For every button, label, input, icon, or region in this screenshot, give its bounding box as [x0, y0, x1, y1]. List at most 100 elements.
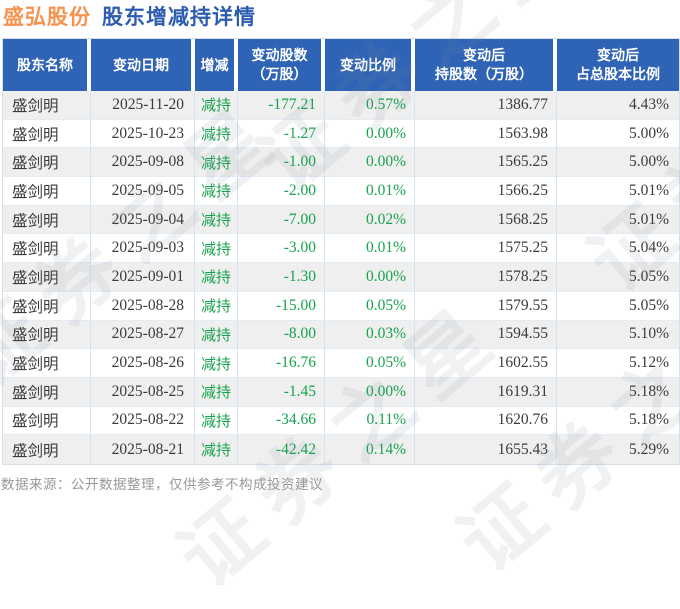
cell-action: 减持 [195, 435, 238, 464]
cell-change-ratio: 0.14% [325, 435, 415, 464]
cell-change-date: 2025-08-27 [91, 320, 195, 350]
cell-change-shares: -3.00 [238, 234, 325, 264]
header-shareholder-name: 股东名称 [3, 39, 91, 91]
cell-action: 减持 [195, 91, 238, 120]
cell-shares-after-change: 1620.76 [415, 406, 557, 436]
cell-action: 减持 [195, 234, 238, 264]
cell-action: 减持 [195, 320, 238, 350]
cell-action: 减持 [195, 377, 238, 407]
cell-action: 减持 [195, 291, 238, 321]
cell-shareholder-name: 盛剑明 [3, 234, 91, 264]
cell-ratio-after-change: 5.00% [557, 148, 679, 178]
table-row: 盛剑明 2025-08-25 减持 -1.45 0.00% 1619.31 5.18% [3, 377, 679, 407]
cell-change-ratio: 0.00% [325, 377, 415, 407]
cell-change-ratio: 0.11% [325, 406, 415, 436]
table-row: 盛剑明 2025-09-01 减持 -1.30 0.00% 1578.25 5.05% [3, 263, 679, 292]
cell-ratio-after-change: 5.18% [557, 407, 679, 436]
table-header-row: 股东名称 变动日期 增减 变动股数 （万股） 变动比例 变动后 持股数（万股） 变动后 占总股本比… [3, 39, 679, 91]
table-row: 盛剑明 2025-09-03 减持 -3.00 0.01% 1575.25 5.04% [3, 234, 679, 264]
cell-shares-after-change: 1563.98 [415, 119, 557, 149]
cell-change-shares: -42.42 [238, 435, 325, 464]
page-title: 盛弘股份 股东增减持详情 [3, 4, 256, 32]
cell-ratio-after-change: 5.05% [557, 263, 679, 292]
cell-change-ratio: 0.00% [325, 119, 415, 149]
cell-change-ratio: 0.03% [325, 320, 415, 350]
cell-change-shares: -1.45 [238, 377, 325, 407]
cell-shares-after-change: 1619.31 [415, 377, 557, 407]
cell-change-shares: -16.76 [238, 349, 325, 378]
cell-shares-after-change: 1568.25 [415, 205, 557, 235]
cell-ratio-after-change: 5.04% [557, 234, 679, 264]
cell-change-date: 2025-08-26 [91, 349, 195, 378]
cell-action: 减持 [195, 119, 238, 149]
cell-action: 减持 [195, 177, 238, 206]
cell-change-shares: -7.00 [238, 205, 325, 235]
cell-shareholder-name: 盛剑明 [3, 349, 91, 378]
data-source-note: 数据来源：公开数据整理，仅供参考不构成投资建议 [1, 477, 323, 492]
table-row: 盛剑明 2025-08-21 减持 -42.42 0.14% 1655.43 5.29% [3, 435, 679, 464]
cell-shareholder-name: 盛剑明 [3, 320, 91, 350]
cell-change-ratio: 0.02% [325, 205, 415, 235]
cell-change-ratio: 0.01% [325, 177, 415, 206]
cell-action: 减持 [195, 349, 238, 378]
stock-name: 盛弘股份 [3, 6, 91, 29]
cell-ratio-after-change: 5.18% [557, 378, 679, 407]
cell-shares-after-change: 1566.25 [415, 177, 557, 206]
cell-shares-after-change: 1578.25 [415, 263, 557, 292]
cell-action: 减持 [195, 406, 238, 436]
table-body: 盛剑明 2025-11-20 减持 -177.21 0.57% 1386.77 4.43% 盛… [3, 91, 679, 464]
cell-change-shares: -15.00 [238, 291, 325, 321]
cell-shareholder-name: 盛剑明 [3, 177, 91, 206]
table-row: 盛剑明 2025-11-20 减持 -177.21 0.57% 1386.77 4.43% [3, 91, 679, 120]
cell-change-shares: -2.00 [238, 177, 325, 206]
cell-ratio-after-change: 5.01% [557, 206, 679, 235]
cell-shareholder-name: 盛剑明 [3, 205, 91, 235]
cell-ratio-after-change: 5.00% [557, 120, 679, 149]
cell-shareholder-name: 盛剑明 [3, 435, 91, 464]
header-action: 增减 [195, 39, 238, 91]
header-change-shares: 变动股数 （万股） [238, 39, 325, 91]
cell-shareholder-name: 盛剑明 [3, 148, 91, 178]
cell-ratio-after-change: 4.43% [557, 91, 679, 120]
cell-shares-after-change: 1655.43 [415, 435, 557, 464]
cell-ratio-after-change: 5.01% [557, 177, 679, 206]
cell-shares-after-change: 1386.77 [415, 91, 557, 120]
table-row: 盛剑明 2025-09-08 减持 -1.00 0.00% 1565.25 5.00% [3, 148, 679, 178]
cell-change-shares: -8.00 [238, 320, 325, 350]
cell-change-shares: -177.21 [238, 91, 325, 120]
cell-ratio-after-change: 5.29% [628, 440, 669, 458]
cell-change-ratio: 0.05% [325, 291, 415, 321]
cell-change-date: 2025-08-25 [91, 377, 195, 407]
cell-shares-after-change: 1602.55 [415, 349, 557, 378]
cell-shareholder-name: 盛剑明 [3, 263, 91, 292]
table-row: 盛剑明 2025-08-22 减持 -34.66 0.11% 1620.76 5.18% [3, 406, 679, 436]
cell-change-ratio: 0.01% [325, 234, 415, 264]
cell-change-date: 2025-09-08 [91, 148, 195, 178]
cell-change-shares: -34.66 [238, 406, 325, 436]
cell-change-shares: -1.00 [238, 148, 325, 178]
table-row: 盛剑明 2025-08-27 减持 -8.00 0.03% 1594.55 5.10% [3, 320, 679, 350]
table-row: 盛剑明 2025-10-23 减持 -1.27 0.00% 1563.98 5.00% [3, 119, 679, 149]
cell-change-date: 2025-09-05 [91, 177, 195, 206]
cell-shares-after-change: 1579.55 [415, 291, 557, 321]
cell-change-shares: -1.27 [238, 119, 325, 149]
page-subtitle: 股东增减持详情 [102, 6, 256, 29]
cell-action: 减持 [195, 263, 238, 292]
cell-shares-after-change: 1565.25 [415, 148, 557, 178]
shareholder-change-table: 股东名称 变动日期 增减 变动股数 （万股） 变动比例 变动后 持股数（万股） 变动后 占总股本比… [2, 38, 680, 465]
cell-change-ratio: 0.57% [325, 91, 415, 120]
cell-change-shares: -1.30 [238, 263, 325, 292]
cell-change-date: 2025-09-04 [91, 205, 195, 235]
cell-shareholder-name: 盛剑明 [3, 377, 91, 407]
cell-change-date: 2025-08-21 [91, 435, 195, 464]
cell-ratio-after-change: 5.12% [557, 349, 679, 378]
cell-shareholder-name: 盛剑明 [3, 91, 91, 120]
cell-change-ratio: 0.00% [325, 263, 415, 292]
cell-action: 减持 [195, 205, 238, 235]
cell-change-date: 2025-11-20 [91, 91, 195, 120]
header-shares-after-change: 变动后 持股数（万股） [415, 39, 557, 91]
cell-change-ratio: 0.05% [325, 349, 415, 378]
cell-ratio-after-change: 5.10% [557, 321, 679, 350]
cell-shareholder-name: 盛剑明 [3, 406, 91, 436]
cell-ratio-after-change: 5.05% [557, 292, 679, 321]
